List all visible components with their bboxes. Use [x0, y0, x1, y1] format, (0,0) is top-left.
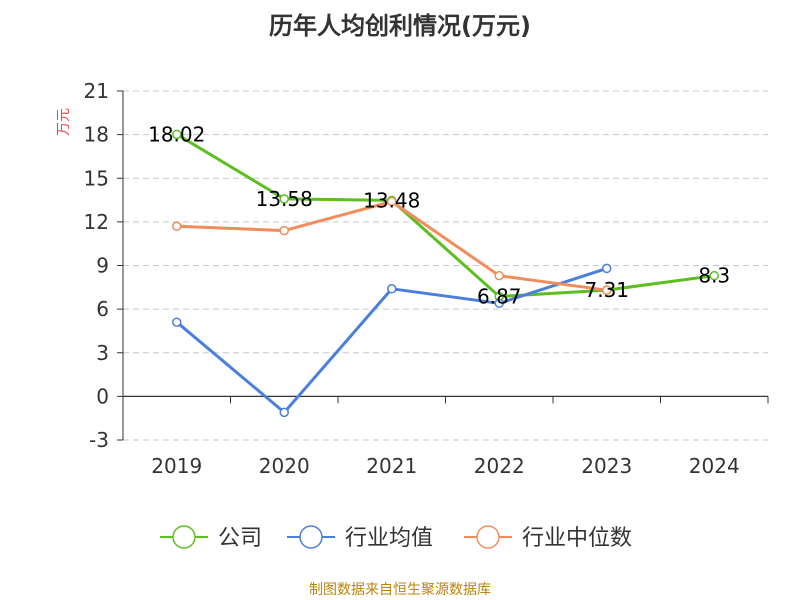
legend: 公司 行业均值 行业中位数 — [160, 525, 632, 551]
data-point — [709, 270, 719, 281]
y-tick-label: -3 — [89, 428, 109, 452]
y-tick-label: 21 — [84, 79, 109, 103]
series-layer — [172, 129, 719, 418]
source-note: 制图数据来自恒生聚源数据库 — [309, 582, 491, 598]
series-1 — [172, 129, 719, 302]
x-tick-label: 2024 — [689, 454, 740, 478]
data-point — [172, 317, 182, 327]
data-point — [172, 221, 182, 231]
data-label: 7.31 — [584, 278, 629, 302]
data-label: 18.02 — [148, 122, 205, 146]
legend-marker — [299, 525, 323, 549]
data-point — [279, 407, 289, 418]
y-tick-label: 18 — [84, 123, 109, 147]
legend-item: 行业均值 — [287, 525, 433, 551]
data-point — [172, 129, 182, 140]
data-label: 13.48 — [363, 188, 420, 212]
legend-item: 行业中位数 — [464, 525, 632, 551]
y-tick-label: 0 — [96, 384, 109, 408]
x-tick-label: 2019 — [151, 454, 202, 478]
data-point — [279, 194, 289, 204]
data-point — [494, 298, 504, 309]
data-point — [494, 270, 504, 281]
series-line — [176, 200, 608, 292]
series-line — [176, 133, 715, 298]
y-tick-label: 15 — [84, 166, 109, 190]
x-tick-label: 2021 — [366, 454, 417, 478]
data-label: 13.58 — [256, 187, 313, 211]
chart-title: 历年人均创利情况(万元) — [269, 12, 531, 40]
data-labels: 18.02 13.58 13.48 6.87 7.31 8.3 — [148, 122, 730, 308]
x-tick-label: 2022 — [474, 454, 525, 478]
data-point — [387, 284, 397, 294]
data-label: 8.3 — [698, 264, 730, 288]
y-tick-label: 6 — [96, 297, 109, 321]
y-tick-label: 9 — [96, 254, 109, 278]
axes: 21 18 15 12 9 6 3 0 -3 2019 2020 2021 2022 2023 2024 — [84, 79, 769, 478]
legend-item: 公司 — [160, 525, 262, 551]
x-tick-label: 2023 — [581, 454, 632, 478]
legend-label: 公司 — [218, 526, 262, 551]
data-label: 6.87 — [477, 284, 522, 308]
y-axis-label: 万元 — [56, 108, 72, 136]
legend-marker — [172, 525, 196, 549]
series-3 — [172, 196, 612, 295]
data-point — [279, 225, 289, 236]
grid — [123, 90, 768, 441]
y-tick-label: 12 — [84, 210, 109, 234]
legend-marker — [476, 525, 500, 549]
data-point — [387, 196, 397, 207]
data-point — [602, 263, 612, 274]
legend-label: 行业均值 — [345, 526, 433, 551]
data-point — [602, 285, 612, 295]
legend-label: 行业中位数 — [522, 526, 632, 551]
x-tick-label: 2020 — [259, 454, 310, 478]
y-tick-label: 3 — [96, 341, 109, 365]
series-2 — [172, 263, 612, 418]
